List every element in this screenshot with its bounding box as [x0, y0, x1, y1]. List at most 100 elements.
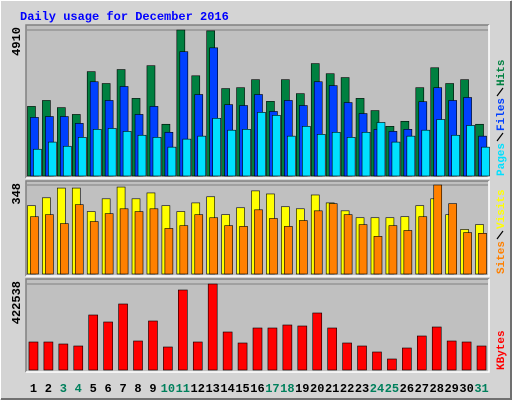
bar — [327, 327, 337, 371]
panel-light — [26, 181, 490, 277]
x-tick-label: 29 — [444, 382, 458, 396]
legend-entry: Hits — [496, 60, 508, 86]
bar — [302, 126, 311, 177]
x-tick-label: 13 — [205, 382, 219, 396]
x-tick-label: 25 — [385, 382, 399, 396]
bar — [299, 220, 308, 275]
x-tick-label: 3 — [60, 382, 67, 396]
bar — [478, 233, 487, 275]
x-tick-label: 18 — [280, 382, 294, 396]
bar — [163, 346, 173, 371]
bar — [197, 135, 207, 177]
bar — [73, 345, 84, 371]
bar — [376, 122, 386, 177]
x-tick-label: 12 — [191, 382, 205, 396]
bar — [209, 217, 218, 275]
panel-shadow — [25, 180, 489, 276]
bar — [361, 131, 371, 177]
bar — [257, 112, 266, 177]
bar — [267, 327, 278, 371]
panel-light — [26, 25, 490, 179]
bar — [92, 129, 102, 177]
bar — [167, 146, 177, 177]
bar — [63, 145, 72, 177]
bar — [448, 203, 457, 275]
bar — [287, 135, 296, 177]
x-tick-label: 2 — [45, 382, 52, 396]
x-tick-label: 20 — [310, 382, 324, 396]
x-tick-label: 11 — [176, 382, 190, 396]
x-tick-label: 26 — [400, 382, 414, 396]
bar — [224, 225, 233, 275]
bar — [252, 327, 263, 371]
bar — [312, 312, 323, 371]
bar — [194, 214, 204, 275]
bar — [297, 325, 308, 371]
bar — [358, 224, 368, 275]
x-tick-label: 19 — [295, 382, 309, 396]
x-tick-label: 10 — [161, 382, 175, 396]
legend-entry: Pages — [496, 143, 508, 176]
bar — [149, 208, 159, 275]
bar — [342, 342, 352, 371]
x-tick-label: 14 — [220, 382, 234, 396]
bar — [43, 341, 54, 371]
bar — [60, 223, 69, 275]
bar — [331, 131, 341, 177]
x-tick-label: 30 — [459, 382, 473, 396]
legend-entry: Visits — [496, 189, 508, 229]
x-tick-label: 31 — [474, 382, 488, 396]
legend-entry: Sites — [496, 241, 508, 274]
bar — [388, 225, 398, 275]
bar — [254, 209, 263, 275]
bar — [148, 320, 158, 371]
bar — [118, 303, 128, 371]
x-tick-label: 5 — [90, 382, 97, 396]
bar — [463, 232, 472, 275]
bar — [269, 218, 278, 275]
bar — [343, 214, 353, 275]
bar — [316, 134, 326, 177]
bar — [239, 226, 248, 275]
bar — [28, 341, 39, 371]
bar — [137, 134, 147, 177]
bar — [122, 131, 132, 177]
bar — [436, 119, 446, 177]
bar — [58, 343, 69, 371]
bar — [481, 146, 490, 177]
bar — [282, 324, 293, 371]
bar — [164, 228, 174, 275]
bar — [416, 335, 427, 371]
bar — [212, 118, 221, 177]
bar — [133, 340, 143, 371]
x-tick-label: 17 — [265, 382, 279, 396]
bar — [387, 358, 397, 371]
x-tick-label: 8 — [134, 382, 141, 396]
bar — [402, 347, 412, 371]
bar — [45, 214, 54, 275]
x-tick-label: 22 — [340, 382, 354, 396]
bar — [222, 331, 233, 371]
panel-shadow — [25, 278, 489, 372]
bar — [418, 216, 428, 275]
legend-separator — [496, 230, 504, 240]
bar — [227, 129, 236, 177]
x-tick-label: 9 — [149, 382, 156, 396]
bar — [313, 210, 323, 275]
bar — [403, 230, 413, 275]
bar — [77, 137, 87, 177]
bar — [466, 125, 475, 177]
y-tick-label: 422538 — [10, 281, 24, 324]
bar — [192, 341, 203, 371]
legend-entry: KBytes — [496, 330, 508, 370]
bar — [237, 342, 248, 371]
x-tick-label: 23 — [355, 382, 369, 396]
bar — [406, 135, 416, 177]
y-tick-label: 4910 — [10, 27, 24, 56]
bar — [89, 221, 99, 275]
bar — [103, 321, 113, 371]
bar — [346, 137, 356, 177]
panel-shadow — [25, 24, 489, 178]
panel-light — [26, 279, 490, 373]
